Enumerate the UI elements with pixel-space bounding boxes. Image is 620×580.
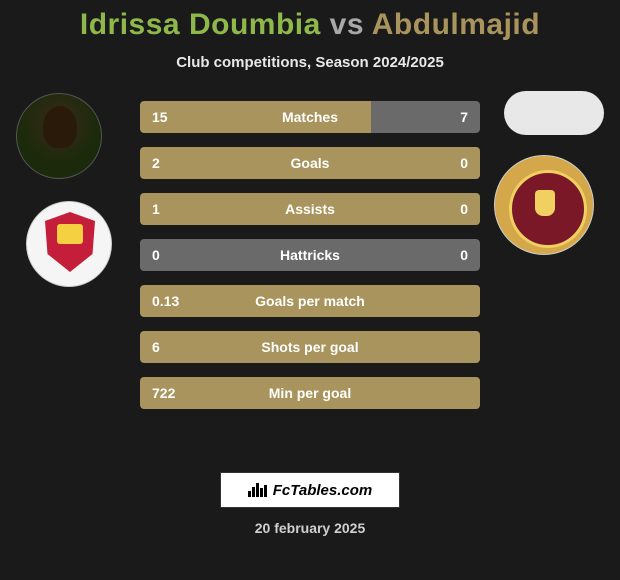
subtitle: Club competitions, Season 2024/2025: [0, 54, 620, 71]
header: Idrissa Doumbia vs Abdulmajid Club compe…: [0, 0, 620, 71]
content-area: 157Matches 20Goals 10Assists 00Hattricks 0.1…: [0, 71, 620, 409]
watermark-bars-icon: [248, 483, 267, 497]
stat-label: Matches: [140, 109, 480, 125]
player2-avatar: [504, 91, 604, 135]
stat-row: 00Hattricks: [140, 239, 480, 271]
stats-list: 157Matches 20Goals 10Assists 00Hattricks 0.1…: [140, 101, 480, 409]
footer-date: 20 february 2025: [0, 520, 620, 536]
stat-label: Assists: [140, 201, 480, 217]
site-watermark: FcTables.com: [220, 472, 400, 508]
stat-row: 10Assists: [140, 193, 480, 225]
stat-label: Hattricks: [140, 247, 480, 263]
site-name: FcTables.com: [273, 482, 372, 499]
stat-row: 20Goals: [140, 147, 480, 179]
comparison-title: Idrissa Doumbia vs Abdulmajid: [0, 8, 620, 42]
stat-row: 0.13Goals per match: [140, 285, 480, 317]
stat-label: Shots per goal: [140, 339, 480, 355]
stat-row: 722Min per goal: [140, 377, 480, 409]
stat-row: 6Shots per goal: [140, 331, 480, 363]
stat-label: Goals: [140, 155, 480, 171]
vs-text: vs: [330, 8, 364, 41]
player2-club-badge: [494, 155, 594, 255]
stat-row: 157Matches: [140, 101, 480, 133]
player1-avatar: [16, 93, 102, 179]
player2-name: Abdulmajid: [372, 8, 540, 41]
player1-club-badge: [26, 201, 112, 287]
player1-name: Idrissa Doumbia: [80, 8, 321, 41]
stat-label: Goals per match: [140, 293, 480, 309]
stat-label: Min per goal: [140, 385, 480, 401]
